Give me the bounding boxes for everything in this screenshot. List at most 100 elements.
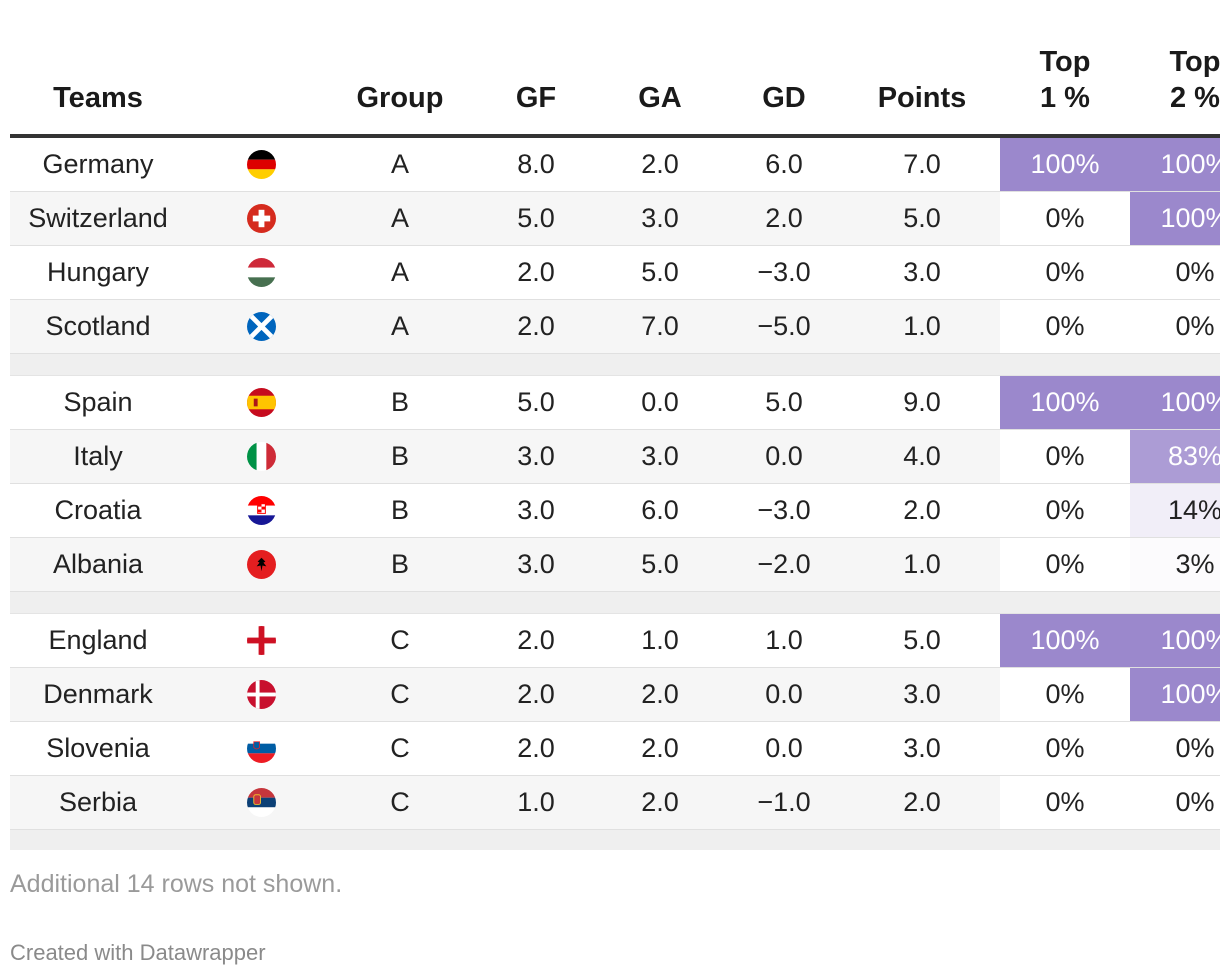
table-row: Denmark C 2.0 2.0 0.0 3.0 0%100%: [10, 668, 1220, 722]
cell-top2: 0%: [1130, 776, 1220, 829]
group-separator: [10, 592, 1220, 614]
cell-gd: −1.0: [757, 787, 811, 817]
cell-top1: 0%: [1000, 484, 1130, 537]
cell-gd: 1.0: [765, 625, 803, 655]
cell-gd: −5.0: [757, 311, 811, 341]
denmark-flag-icon: [247, 680, 276, 709]
row-background: [10, 776, 1000, 829]
table-row: Spain B 5.0 0.0 5.0 9.0 100%100%: [10, 376, 1220, 430]
cell-gd: 0.0: [765, 441, 803, 471]
slovenia-flag-icon: [247, 734, 276, 763]
cell-gd: 0.0: [765, 733, 803, 763]
header-gd[interactable]: GD: [762, 82, 806, 114]
cell-top1: 0%: [1000, 776, 1130, 829]
cell-top2: 100%: [1130, 138, 1220, 191]
switzerland-flag-icon: [247, 204, 276, 233]
table-body: GermanyA8.02.06.07.0100%100%SwitzerlandA…: [10, 138, 1220, 850]
cell-top1: 0%: [1000, 722, 1130, 775]
header-points[interactable]: Points: [877, 82, 967, 114]
row-background: [10, 430, 1000, 483]
cell-top2: 0%: [1130, 246, 1220, 299]
cell-top2: 100%: [1130, 376, 1220, 429]
cell-top1: 0%: [1000, 192, 1130, 245]
row-background: [10, 668, 1000, 721]
header-group[interactable]: Group: [356, 82, 444, 114]
croatia-flag-icon: [247, 496, 276, 525]
cell-top1: 100%: [1000, 614, 1130, 667]
cell-ga: 2.0: [641, 733, 679, 763]
italy-flag-icon: [247, 442, 276, 471]
table-row: Croatia B 3.0 6.0 −3.0 2.0 0% 14%: [10, 484, 1220, 538]
credit-text: Created with Datawrapper: [10, 940, 266, 965]
cell-gf: 5.0: [517, 203, 555, 233]
cell-top2: 14%: [1130, 484, 1220, 537]
header-top1[interactable]: Top 1 %: [1039, 46, 1091, 114]
cell-ga: 3.0: [641, 441, 679, 471]
cell-ga: 2.0: [641, 679, 679, 709]
cell-ga: 2.0: [641, 149, 679, 179]
albania-flag-icon: [247, 550, 276, 579]
cell-ga: 1.0: [641, 625, 679, 655]
table-row: Hungary A 2.0 5.0 −3.0 3.0 0% 0%: [10, 246, 1220, 300]
cell-points: 5.0: [903, 203, 941, 233]
cell-gf: 3.0: [517, 549, 555, 579]
cell-gd: −3.0: [757, 257, 811, 287]
cell-points: 9.0: [903, 387, 941, 417]
cell-group: B: [390, 387, 409, 417]
cell-ga: 5.0: [641, 257, 679, 287]
cell-team: Albania: [52, 549, 144, 579]
cell-ga: 6.0: [641, 495, 679, 525]
cell-points: 3.0: [903, 257, 941, 287]
header-top2[interactable]: Top 2 %: [1169, 46, 1220, 114]
cell-ga: 7.0: [641, 311, 679, 341]
header-ga[interactable]: GA: [638, 82, 682, 114]
row-background: [10, 538, 1000, 591]
cell-ga: 2.0: [641, 787, 679, 817]
cell-gf: 2.0: [517, 257, 555, 287]
cell-gd: 2.0: [765, 203, 803, 233]
cell-top2: 0%: [1130, 722, 1220, 775]
cell-gf: 2.0: [517, 625, 555, 655]
cell-gf: 1.0: [517, 787, 555, 817]
cell-top1: 0%: [1000, 430, 1130, 483]
cell-group: A: [390, 149, 409, 179]
cell-points: 7.0: [903, 149, 941, 179]
group-separator: [10, 354, 1220, 376]
header-teams[interactable]: Teams: [53, 82, 143, 114]
cell-points: 3.0: [903, 733, 941, 763]
cell-top2: 0%: [1130, 300, 1220, 353]
cell-team: Slovenia: [46, 733, 150, 763]
cell-top1: 0%: [1000, 246, 1130, 299]
table-row: Serbia C 1.0 2.0 −1.0 2.0 0% 0%: [10, 776, 1220, 830]
cell-team: Italy: [73, 441, 123, 471]
cell-group: A: [390, 311, 409, 341]
hungary-flag-icon: [247, 258, 276, 287]
cell-gd: 5.0: [765, 387, 803, 417]
cell-gf: 2.0: [517, 733, 555, 763]
table-row: England C 2.0 1.0 1.0 5.0 100%100%: [10, 614, 1220, 668]
cell-top1: 0%: [1000, 300, 1130, 353]
cell-gf: 2.0: [517, 311, 555, 341]
table-row: Italy B 3.0 3.0 0.0 4.0 0% 83%: [10, 430, 1220, 484]
table-row: Albania B 3.0 5.0 −2.0 1.0 0% 3%: [10, 538, 1220, 592]
cell-top1: 100%: [1000, 376, 1130, 429]
cell-group: C: [390, 733, 410, 763]
table-row: Scotland A 2.0 7.0 −5.0 1.0 0% 0%: [10, 300, 1220, 354]
cell-group: A: [390, 203, 409, 233]
footnote: Additional 14 rows not shown.: [10, 870, 343, 898]
cell-top1: 0%: [1000, 668, 1130, 721]
cell-points: 2.0: [903, 495, 941, 525]
scotland-flag-icon: [247, 312, 276, 341]
cell-ga: 3.0: [641, 203, 679, 233]
cell-gf: 5.0: [517, 387, 555, 417]
serbia-flag-icon: [247, 788, 276, 817]
cell-group: C: [390, 625, 410, 655]
cell-team: Germany: [42, 149, 154, 179]
header-gf[interactable]: GF: [515, 82, 557, 114]
cell-top2: 3%: [1130, 538, 1220, 591]
cell-group: B: [390, 549, 409, 579]
germany-flag-icon: [247, 150, 276, 179]
england-flag-icon: [247, 626, 276, 655]
cell-team: Hungary: [46, 257, 150, 287]
spain-flag-icon: [247, 388, 276, 417]
